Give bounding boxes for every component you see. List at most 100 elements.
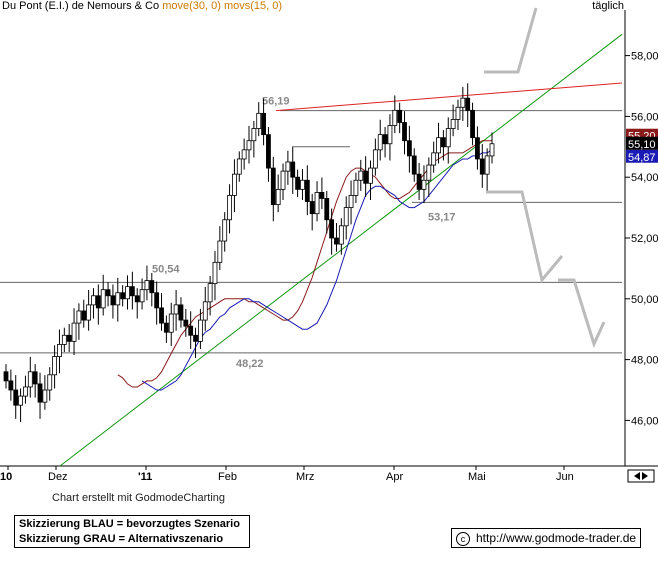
x-tick-label: Mai <box>468 471 486 483</box>
candle-body <box>134 295 140 303</box>
candle-body <box>450 119 456 129</box>
candle-body <box>343 207 349 227</box>
candle-body <box>27 371 33 388</box>
candle-body <box>212 261 218 285</box>
y-tick-label: 54,00 <box>631 172 658 184</box>
x-tick-label: Mrz <box>296 471 314 483</box>
candle-body <box>207 283 213 303</box>
candle-body <box>387 125 393 145</box>
candle-body <box>489 143 495 157</box>
candle-body <box>479 158 485 175</box>
candle-body <box>431 152 437 166</box>
source-url[interactable]: http://www.godmode-trader.de <box>476 531 637 545</box>
candle-body <box>76 310 82 324</box>
candle-body <box>8 380 14 391</box>
candle-body <box>314 191 320 215</box>
copyright-icon: c <box>456 532 470 546</box>
candle-body <box>13 389 19 406</box>
candle-body <box>338 225 344 245</box>
candle-body <box>304 179 310 202</box>
candle-body <box>173 304 179 315</box>
candle-body <box>270 167 276 205</box>
candle-body <box>32 371 38 385</box>
candle-body <box>52 356 57 376</box>
level-label: 53,17 <box>428 211 456 223</box>
scroll-arrows-icon <box>634 472 648 480</box>
candle-body <box>460 97 466 108</box>
ma2-last-badge-bg <box>626 149 658 163</box>
source-link[interactable]: c http://www.godmode-trader.de <box>451 528 641 548</box>
candle-body <box>188 325 194 336</box>
candle-body <box>227 195 232 221</box>
level-label: 56,19 <box>262 96 290 108</box>
candle-body <box>115 292 121 306</box>
candle-body <box>261 112 266 136</box>
candle-body <box>202 301 208 321</box>
x-tick-label: Dez <box>48 471 68 483</box>
legend-gray: Skizzierung GRAU = Alternativszenario <box>19 533 224 545</box>
candle-body <box>95 295 101 309</box>
candle-body <box>246 140 252 151</box>
period-label: täglich <box>592 0 624 12</box>
ma2-label: movs(15, 0) <box>223 0 283 12</box>
candle-body <box>163 322 169 333</box>
candle-body <box>309 201 315 215</box>
x-tick-label: Feb <box>218 471 237 483</box>
candle-body <box>57 343 62 357</box>
candle-body <box>61 334 67 345</box>
candle-body <box>363 170 369 184</box>
candle-body <box>18 395 23 406</box>
candle-body <box>406 140 412 157</box>
candle-body <box>3 371 9 382</box>
candle-body <box>465 97 471 111</box>
candle-body <box>23 386 28 397</box>
candle-body <box>149 280 155 294</box>
candle-body <box>159 307 164 324</box>
candle-body <box>285 161 291 172</box>
plot-area <box>0 10 625 466</box>
candle-body <box>178 304 184 321</box>
ma1-label: move(30, 0) <box>162 0 221 12</box>
candle-body <box>47 374 53 391</box>
candle-body <box>392 109 398 126</box>
x-tick-label: Apr <box>386 471 403 483</box>
level-label: 50,54 <box>152 263 180 275</box>
candle-body <box>416 173 422 190</box>
resistance-trendline <box>275 82 623 112</box>
chart-credit: Chart erstellt mit GodmodeCharting <box>52 492 226 504</box>
candle-body <box>426 164 432 181</box>
candle-body <box>105 289 111 297</box>
candle-body <box>324 198 330 221</box>
candle-body <box>353 179 359 196</box>
instrument-title: Du Pont (E.I.) de Nemours & Co <box>2 0 160 12</box>
candle-body <box>421 179 427 190</box>
candle-body <box>436 137 441 154</box>
candle-body <box>266 134 271 169</box>
scenario-legend: Skizzierung BLAU = bevorzugtes Szenario … <box>14 515 250 548</box>
candle-body <box>377 134 383 151</box>
candle-body <box>139 289 145 303</box>
candle-body <box>300 179 305 190</box>
y-tick-label: 58,00 <box>631 51 658 63</box>
candle-body <box>402 122 407 142</box>
candle-body <box>197 319 203 342</box>
last-price-badge: 55,10 <box>628 139 656 151</box>
level-label: 48,22 <box>236 358 264 370</box>
candle-body <box>37 383 43 403</box>
candle-body <box>110 295 116 306</box>
y-tick-label: 52,00 <box>631 233 658 245</box>
candle-body <box>368 167 373 184</box>
candle-body <box>100 289 106 309</box>
candle-body <box>71 322 77 342</box>
chart-header: Du Pont (E.I.) de Nemours & Co move(30, … <box>2 0 282 12</box>
candle-body <box>81 310 87 321</box>
candle-body <box>236 158 242 175</box>
candle-body <box>144 280 150 291</box>
candle-body <box>445 128 451 148</box>
last-price-badge-bg <box>626 136 658 150</box>
candle-body <box>222 219 228 242</box>
candle-body <box>183 319 189 327</box>
candle-body <box>86 304 92 321</box>
candle-body <box>193 334 198 342</box>
